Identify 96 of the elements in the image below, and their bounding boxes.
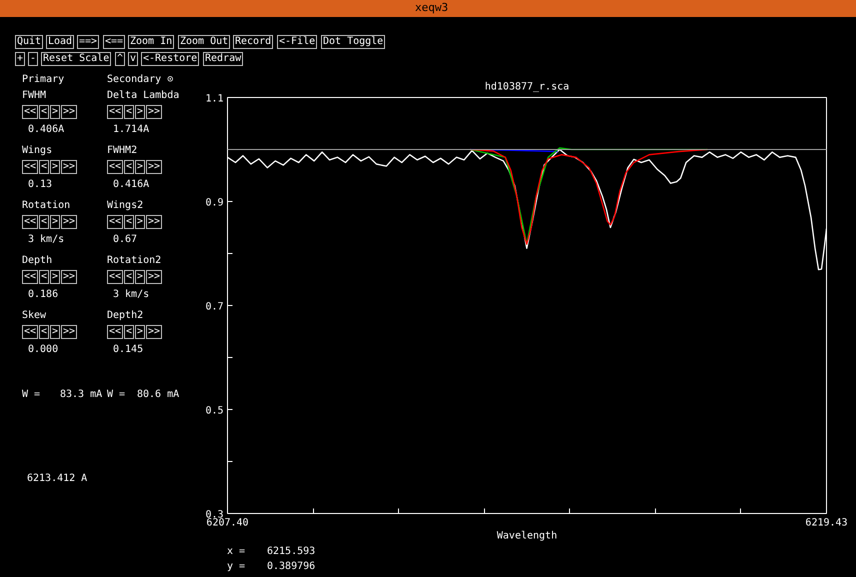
text: Rotation2 xyxy=(107,255,162,267)
text: Delta Lambda xyxy=(107,90,180,102)
chart-subtitle: hd103877_r.sca xyxy=(484,82,570,92)
text: < xyxy=(126,161,132,172)
text: > xyxy=(52,216,58,227)
text: >> xyxy=(63,106,76,117)
text: > xyxy=(137,161,144,172)
text: 80.6 mA xyxy=(137,389,180,401)
text: > xyxy=(52,271,58,282)
text: << xyxy=(24,216,36,227)
text: Redraw xyxy=(203,52,244,66)
text: << xyxy=(109,161,122,172)
text: >> xyxy=(63,161,76,172)
text: ==> xyxy=(77,35,100,49)
text: 0.406A xyxy=(28,124,64,136)
text: << xyxy=(109,271,122,282)
text: Secondary ⊙ xyxy=(107,74,174,86)
text: > xyxy=(52,106,58,117)
text: 83.3 mA xyxy=(60,389,102,401)
text: FWHM2 xyxy=(107,145,138,157)
text: x = xyxy=(227,546,246,558)
text: < xyxy=(126,326,132,337)
text: << xyxy=(109,326,122,337)
text: y = xyxy=(227,561,246,573)
text: Depth xyxy=(22,255,52,267)
text: Dot Toggle xyxy=(321,35,386,49)
text: 0.145 xyxy=(113,344,144,356)
text: >> xyxy=(148,326,160,337)
text: < xyxy=(41,271,48,282)
text: >> xyxy=(63,216,76,227)
text: > xyxy=(52,326,58,337)
text: >> xyxy=(63,271,76,282)
text: FWHM xyxy=(22,90,46,102)
text: ^ xyxy=(115,52,126,66)
text: 0.13 xyxy=(28,179,52,191)
text: Wings xyxy=(22,145,52,157)
text: v xyxy=(128,52,138,66)
text: << xyxy=(109,216,122,227)
y-tick-label: 1.1 xyxy=(205,94,224,104)
text: Reset Scale xyxy=(41,52,112,66)
text: W = xyxy=(107,389,126,401)
text: >> xyxy=(146,105,162,119)
text: 3 km/s xyxy=(113,289,150,301)
text: 6215.593 xyxy=(267,546,316,558)
text: Wings2 xyxy=(107,200,144,212)
text: > xyxy=(137,216,144,227)
text: < xyxy=(41,216,48,227)
text: < xyxy=(41,106,48,117)
text: Zoom In xyxy=(128,35,174,49)
text: < xyxy=(126,216,132,227)
text: << xyxy=(24,271,36,282)
text: <-Restore xyxy=(141,52,200,66)
text: + xyxy=(15,52,26,66)
y-tick-label: 0.9 xyxy=(205,198,224,208)
text: << xyxy=(107,105,124,119)
text: 6213.412 A xyxy=(27,473,88,485)
text: <-File xyxy=(277,35,318,49)
text: Record xyxy=(233,35,274,49)
y-tick-label: 0.5 xyxy=(205,406,224,416)
text: - xyxy=(28,52,38,66)
text: << xyxy=(24,161,36,172)
chart-title: xeqw3 xyxy=(415,1,448,14)
text: 0.000 xyxy=(28,344,58,356)
text: >> xyxy=(63,326,76,337)
text: > xyxy=(137,271,144,282)
text: < xyxy=(41,326,48,337)
text: Rotation xyxy=(22,200,70,212)
text: >> xyxy=(148,216,160,227)
text: 0.67 xyxy=(113,234,138,246)
text: 1.714A xyxy=(113,124,150,136)
x-tick-label: 6219.43 xyxy=(805,518,848,528)
text: Load xyxy=(46,35,74,49)
x-tick-label: 6207.40 xyxy=(206,518,249,528)
text: 0.389796 xyxy=(267,561,316,573)
text: 0.416A xyxy=(113,179,150,191)
text: W = xyxy=(22,389,40,401)
text: > xyxy=(135,105,146,119)
text: << xyxy=(24,326,36,337)
text: Quit xyxy=(15,35,44,49)
text: Skew xyxy=(22,310,46,322)
text: >> xyxy=(148,161,160,172)
text: < xyxy=(41,161,48,172)
text: <== xyxy=(103,35,126,49)
y-tick-label: 0.7 xyxy=(205,302,224,312)
text: 0.186 xyxy=(28,289,58,301)
text: Zoom Out xyxy=(178,35,230,49)
text: 3 km/s xyxy=(28,234,64,246)
text: < xyxy=(126,271,132,282)
text: > xyxy=(137,326,144,337)
text: Depth2 xyxy=(107,310,144,322)
text: << xyxy=(24,106,36,117)
text: >> xyxy=(148,271,160,282)
text: Primary xyxy=(22,74,64,86)
text: > xyxy=(52,161,58,172)
text: < xyxy=(124,105,134,119)
x-axis-title: Wavelength xyxy=(496,530,558,542)
